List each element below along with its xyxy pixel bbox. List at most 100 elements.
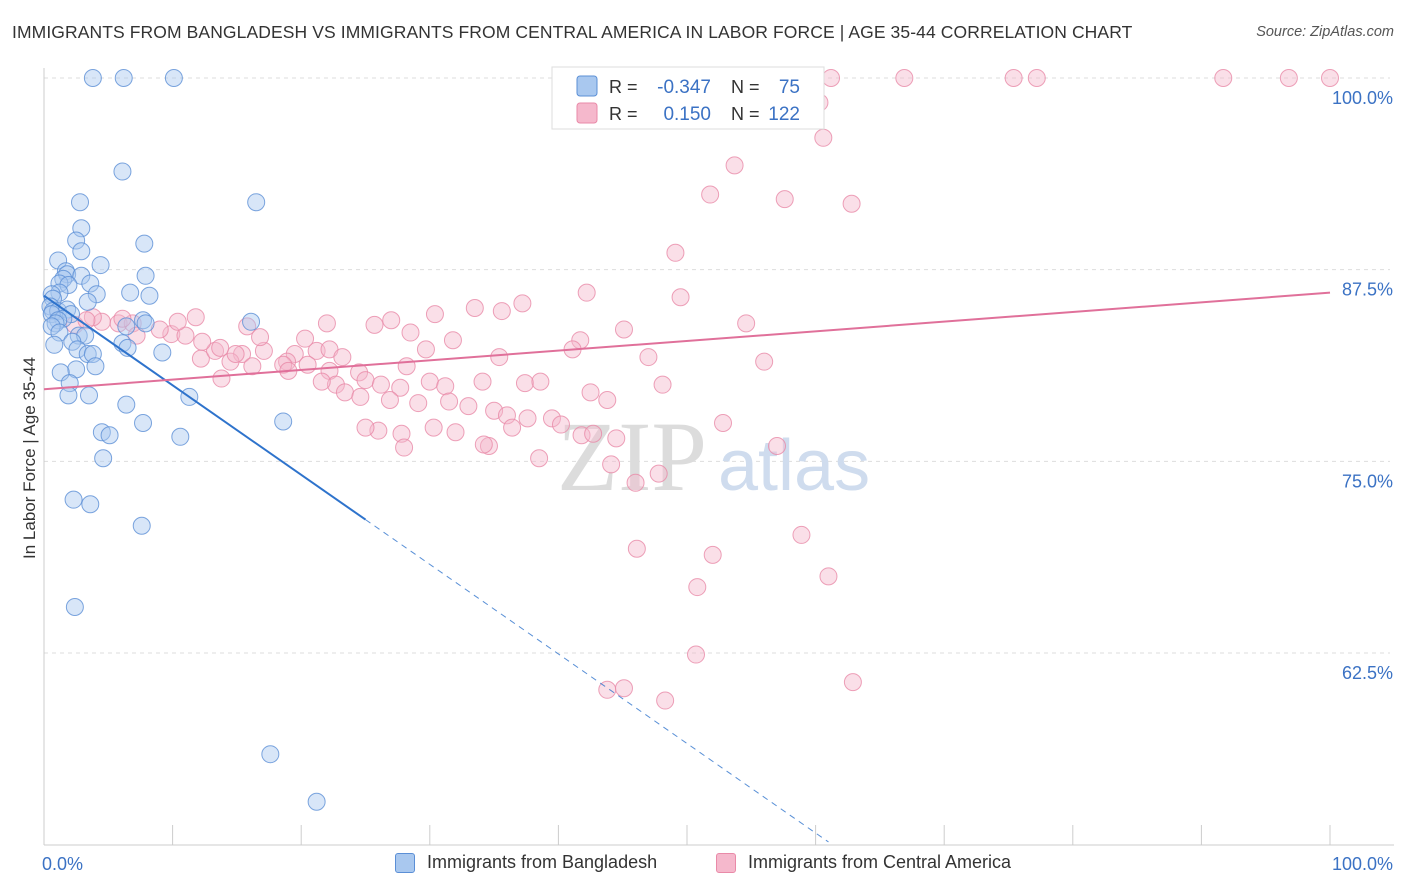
central-america-point <box>614 679 633 698</box>
bangladesh-point <box>59 386 78 405</box>
central-america-point <box>206 341 225 360</box>
legend-n-label: N = <box>731 77 760 97</box>
central-america-point <box>572 426 591 445</box>
bangladesh-point <box>94 449 113 468</box>
trend-line-bangladesh <box>43 294 367 521</box>
bangladesh-point <box>81 495 100 514</box>
bangladesh-point <box>59 276 78 294</box>
legend-r-value: -0.347 <box>657 77 711 98</box>
legend-n-value: 75 <box>779 77 800 98</box>
bangladesh-point <box>164 69 183 87</box>
central-america-point <box>296 329 315 348</box>
bangladesh-point <box>136 266 155 285</box>
bangladesh-point <box>71 193 90 212</box>
central-america-point <box>317 314 336 333</box>
trend-line-bangladesh-extension <box>365 519 829 843</box>
central-america-point <box>226 345 245 363</box>
central-america-point <box>490 348 509 367</box>
central-america-point <box>1214 69 1233 87</box>
central-america-point <box>395 438 414 457</box>
central-america-point <box>326 375 345 394</box>
grid-lines <box>44 77 1390 654</box>
bangladesh-point <box>261 745 280 764</box>
central-america-point <box>350 363 369 382</box>
central-america-point <box>656 691 675 710</box>
bangladesh-point <box>81 274 100 293</box>
central-america-point <box>382 311 401 330</box>
bangladesh-point <box>45 335 64 354</box>
central-america-point <box>671 288 690 307</box>
bangladesh-point <box>100 426 119 445</box>
central-america-point <box>254 341 273 360</box>
central-america-point <box>459 397 478 416</box>
source-label: Source: ZipAtlas.com <box>1256 24 1394 40</box>
central-america-point <box>531 372 550 391</box>
central-america-point <box>425 305 444 324</box>
series-bangladesh-points <box>41 69 326 811</box>
bangladesh-point <box>134 311 153 330</box>
central-america-point <box>768 437 787 455</box>
central-america-point <box>335 383 354 402</box>
bangladesh-point <box>121 283 140 302</box>
central-america-point <box>401 323 420 342</box>
central-america-point <box>503 418 522 437</box>
central-america-point <box>420 372 439 391</box>
central-america-point <box>703 545 722 564</box>
y-tick-label: 100.0% <box>1332 88 1393 108</box>
bangladesh-point <box>140 286 159 305</box>
y-axis-label: In Labor Force | Age 35-44 <box>20 357 39 559</box>
bangladesh-point <box>86 357 105 376</box>
bangladesh-point <box>80 386 99 405</box>
bangladesh-point <box>242 312 261 331</box>
legend-n-value: 122 <box>768 104 800 125</box>
axes <box>43 68 1394 846</box>
central-america-point <box>513 294 532 313</box>
central-america-point <box>392 424 411 443</box>
central-america-point <box>639 348 658 367</box>
bangladesh-point <box>117 317 136 336</box>
central-america-point <box>333 348 352 367</box>
legend-n-label: N = <box>731 104 760 124</box>
central-america-point <box>614 320 633 339</box>
central-america-point <box>814 128 833 147</box>
central-america-point <box>598 391 617 409</box>
central-america-point <box>443 331 462 350</box>
series-central-america-points <box>65 69 1339 710</box>
central-america-point <box>1027 69 1046 87</box>
tick-labels: 62.5% 75.0% 87.5% 100.0% 0.0% 100.0% <box>42 88 1393 874</box>
bangladesh-point <box>307 792 326 811</box>
watermark: ZIP atlas <box>557 401 870 512</box>
central-america-point <box>251 328 270 347</box>
bangladesh-point <box>247 193 266 212</box>
central-america-point <box>607 429 626 448</box>
y-tick-label: 75.0% <box>1342 471 1393 491</box>
central-america-point <box>701 185 720 204</box>
central-america-point <box>843 673 862 692</box>
central-america-point <box>474 435 493 454</box>
bangladesh-point <box>171 427 190 446</box>
central-america-point <box>211 338 230 357</box>
central-america-point <box>440 392 459 411</box>
central-america-point <box>581 383 600 402</box>
bangladesh-point <box>72 266 91 285</box>
central-america-point <box>819 567 838 586</box>
legend-r-value: 0.150 <box>663 104 711 125</box>
bangladesh-point <box>117 395 136 414</box>
y-tick-label: 87.5% <box>1342 280 1393 300</box>
bangladesh-point <box>67 231 86 250</box>
central-america-point <box>551 415 570 434</box>
central-america-point <box>127 326 146 345</box>
central-america-point <box>356 418 375 437</box>
bangladesh-point <box>153 343 172 362</box>
central-america-point <box>446 423 465 442</box>
central-america-point <box>714 414 733 432</box>
central-america-point <box>895 69 914 87</box>
legend-label-central-america: Immigrants from Central America <box>748 852 1012 872</box>
bangladesh-point <box>65 598 84 616</box>
central-america-point <box>285 345 304 363</box>
central-america-point <box>775 190 794 209</box>
central-america-point <box>666 243 685 262</box>
central-america-point <box>416 340 435 359</box>
legend-bottom: Immigrants from Bangladesh Immigrants fr… <box>0 852 1406 878</box>
central-america-point <box>822 69 841 87</box>
